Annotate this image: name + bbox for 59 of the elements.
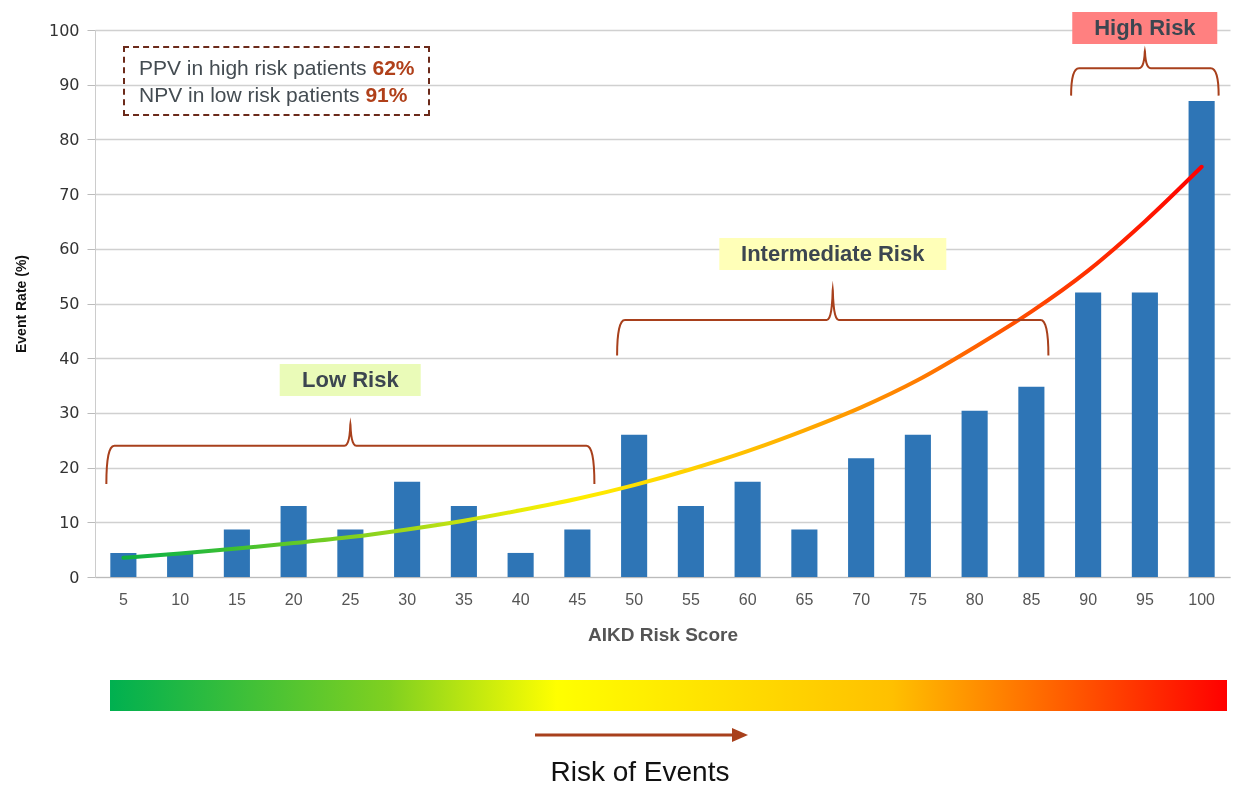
x-tick-label: 45 [568,590,587,608]
bar [961,410,988,577]
x-tick-label: 5 [118,590,128,608]
x-tick-label: 15 [227,590,246,608]
x-tick-label: 95 [1135,590,1154,608]
annotation: Intermediate Risk [719,238,947,271]
bar [1075,292,1102,577]
text: Risk of Events [550,756,730,785]
bar [337,529,364,577]
bar [1131,292,1158,577]
annotation: High Risk [1072,12,1218,45]
x-tick-label: 70 [852,590,871,608]
y-tick-label: 90 [59,75,80,95]
bar [564,529,591,577]
x-tick-label: 10 [171,590,190,608]
bar [223,529,250,577]
annotation: Low Risk [280,364,421,397]
bar [280,505,307,577]
x-tick-label: 60 [738,590,757,608]
y-tick-label: 10 [59,512,80,532]
bar [450,505,477,577]
x-tick-label: 65 [795,590,814,608]
y-tick-label: 100 [48,20,80,40]
x-tick-label: 80 [965,590,984,608]
line-series [121,164,1204,560]
bar [621,434,648,577]
bar [1018,386,1045,577]
y-axis-title: Event Rate (%) [12,254,29,354]
bar [677,505,704,577]
x-axis-title: AIKD Risk Score [588,623,738,645]
x-tick-label: 25 [341,590,360,608]
bar [110,552,137,577]
y-tick-label: 50 [59,294,80,313]
bar [904,434,931,577]
x-tick-label: 85 [1022,590,1041,608]
x-tick-label: 90 [1079,590,1098,608]
bar [1188,101,1215,577]
x-tick-label: 35 [454,590,473,608]
x-tick-label: 100 [1188,590,1216,608]
y-tick-label: 40 [59,348,80,368]
bar [848,458,875,577]
y-tick-label: 80 [59,129,80,149]
x-tick-label: 75 [908,590,927,608]
annotation: PPV in high risk patients 62% [139,55,415,81]
bar [507,552,534,577]
bar [791,529,818,577]
x-tick-label: 55 [681,590,700,608]
y-tick-label: 20 [59,458,80,478]
bar [734,481,761,577]
x-tick-label: 50 [625,590,644,608]
x-tick-label: 40 [511,590,530,608]
bar [394,481,421,577]
annotation: NPV in low risk patients 91% [139,82,409,108]
x-tick-label: 30 [398,590,417,608]
y-tick-label: 0 [69,567,80,587]
y-tick-label: 60 [59,239,80,259]
y-tick-label: 30 [59,403,80,423]
x-tick-label: 20 [284,590,303,608]
y-tick-label: 70 [59,184,80,204]
